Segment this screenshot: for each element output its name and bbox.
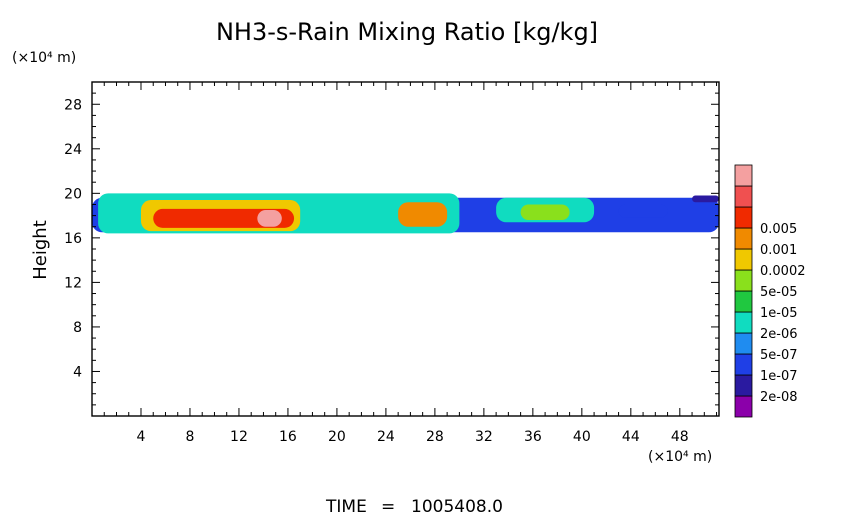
- time-equals: =: [381, 497, 395, 517]
- colorbar-label: 1e-05: [760, 306, 798, 321]
- y-tick-label: 20: [64, 186, 82, 202]
- colorbar-swatch: [734, 248, 753, 271]
- y-tick-label: 12: [64, 275, 82, 291]
- x-tick-label: 12: [230, 429, 248, 445]
- colorbar-swatch: [734, 164, 753, 187]
- x-tick-label: 24: [377, 429, 395, 445]
- colorbar-swatch: [734, 206, 753, 229]
- y-tick-label: 28: [64, 97, 82, 113]
- colorbar-label: 2e-08: [760, 390, 798, 405]
- time-label: TIME: [325, 497, 367, 517]
- contour-region-8: [618, 204, 668, 218]
- y-tick-label: 4: [73, 364, 82, 380]
- x-tick-label: 48: [671, 429, 689, 445]
- x-axis-scale-label: (×10⁴ m): [648, 449, 712, 465]
- y-axis-scale-label: (×10⁴ m): [12, 50, 76, 66]
- x-tick-label: 28: [426, 429, 444, 445]
- contour-region-5: [398, 202, 448, 227]
- colorbar-label: 1e-07: [760, 369, 798, 384]
- chart-title: NH3-s-Rain Mixing Ratio [kg/kg]: [216, 18, 598, 46]
- y-tick-label: 16: [64, 231, 82, 247]
- colorbar-label: 2e-06: [760, 327, 798, 342]
- x-tick-label: 44: [622, 429, 640, 445]
- y-tick-label: 24: [64, 142, 82, 158]
- time-value: 1005408.0: [411, 497, 503, 517]
- colorbar-swatch: [734, 227, 753, 250]
- x-tick-label: 32: [475, 429, 493, 445]
- colorbar-swatch: [734, 311, 753, 334]
- colorbar-swatch: [734, 269, 753, 292]
- colorbar-swatch: [734, 290, 753, 313]
- x-tick-label: 36: [524, 429, 542, 445]
- colorbar-label: 0.001: [760, 243, 797, 258]
- x-tick-label: 8: [186, 429, 195, 445]
- x-tick-label: 40: [573, 429, 591, 445]
- colorbar: 2e-08 1e-07 5e-07 2e-06 1e-05 5e-05 0.0002 0.00…: [734, 164, 806, 418]
- x-tick-label: 20: [328, 429, 346, 445]
- contour-regions: [92, 193, 719, 234]
- contour-region-4: [257, 210, 282, 227]
- colorbar-label: 0.0002: [760, 264, 806, 279]
- x-tick-label: 4: [137, 429, 146, 445]
- colorbar-swatch: [734, 332, 753, 355]
- y-tick-label: 8: [73, 320, 82, 336]
- colorbar-swatch: [734, 395, 753, 418]
- contour-region-7: [520, 204, 570, 221]
- colorbar-label: 5e-07: [760, 348, 798, 363]
- colorbar-label: 5e-05: [760, 285, 798, 300]
- y-axis-label: Height: [30, 220, 51, 280]
- colorbar-swatch: [734, 374, 753, 397]
- x-tick-label: 16: [279, 429, 297, 445]
- plot-frame: [91, 81, 720, 417]
- time-readout: TIME = 1005408.0: [325, 497, 503, 517]
- colorbar-swatch: [734, 185, 753, 208]
- contour-region-9: [692, 195, 719, 203]
- colorbar-swatch: [734, 353, 753, 376]
- colorbar-label: 0.005: [760, 222, 797, 237]
